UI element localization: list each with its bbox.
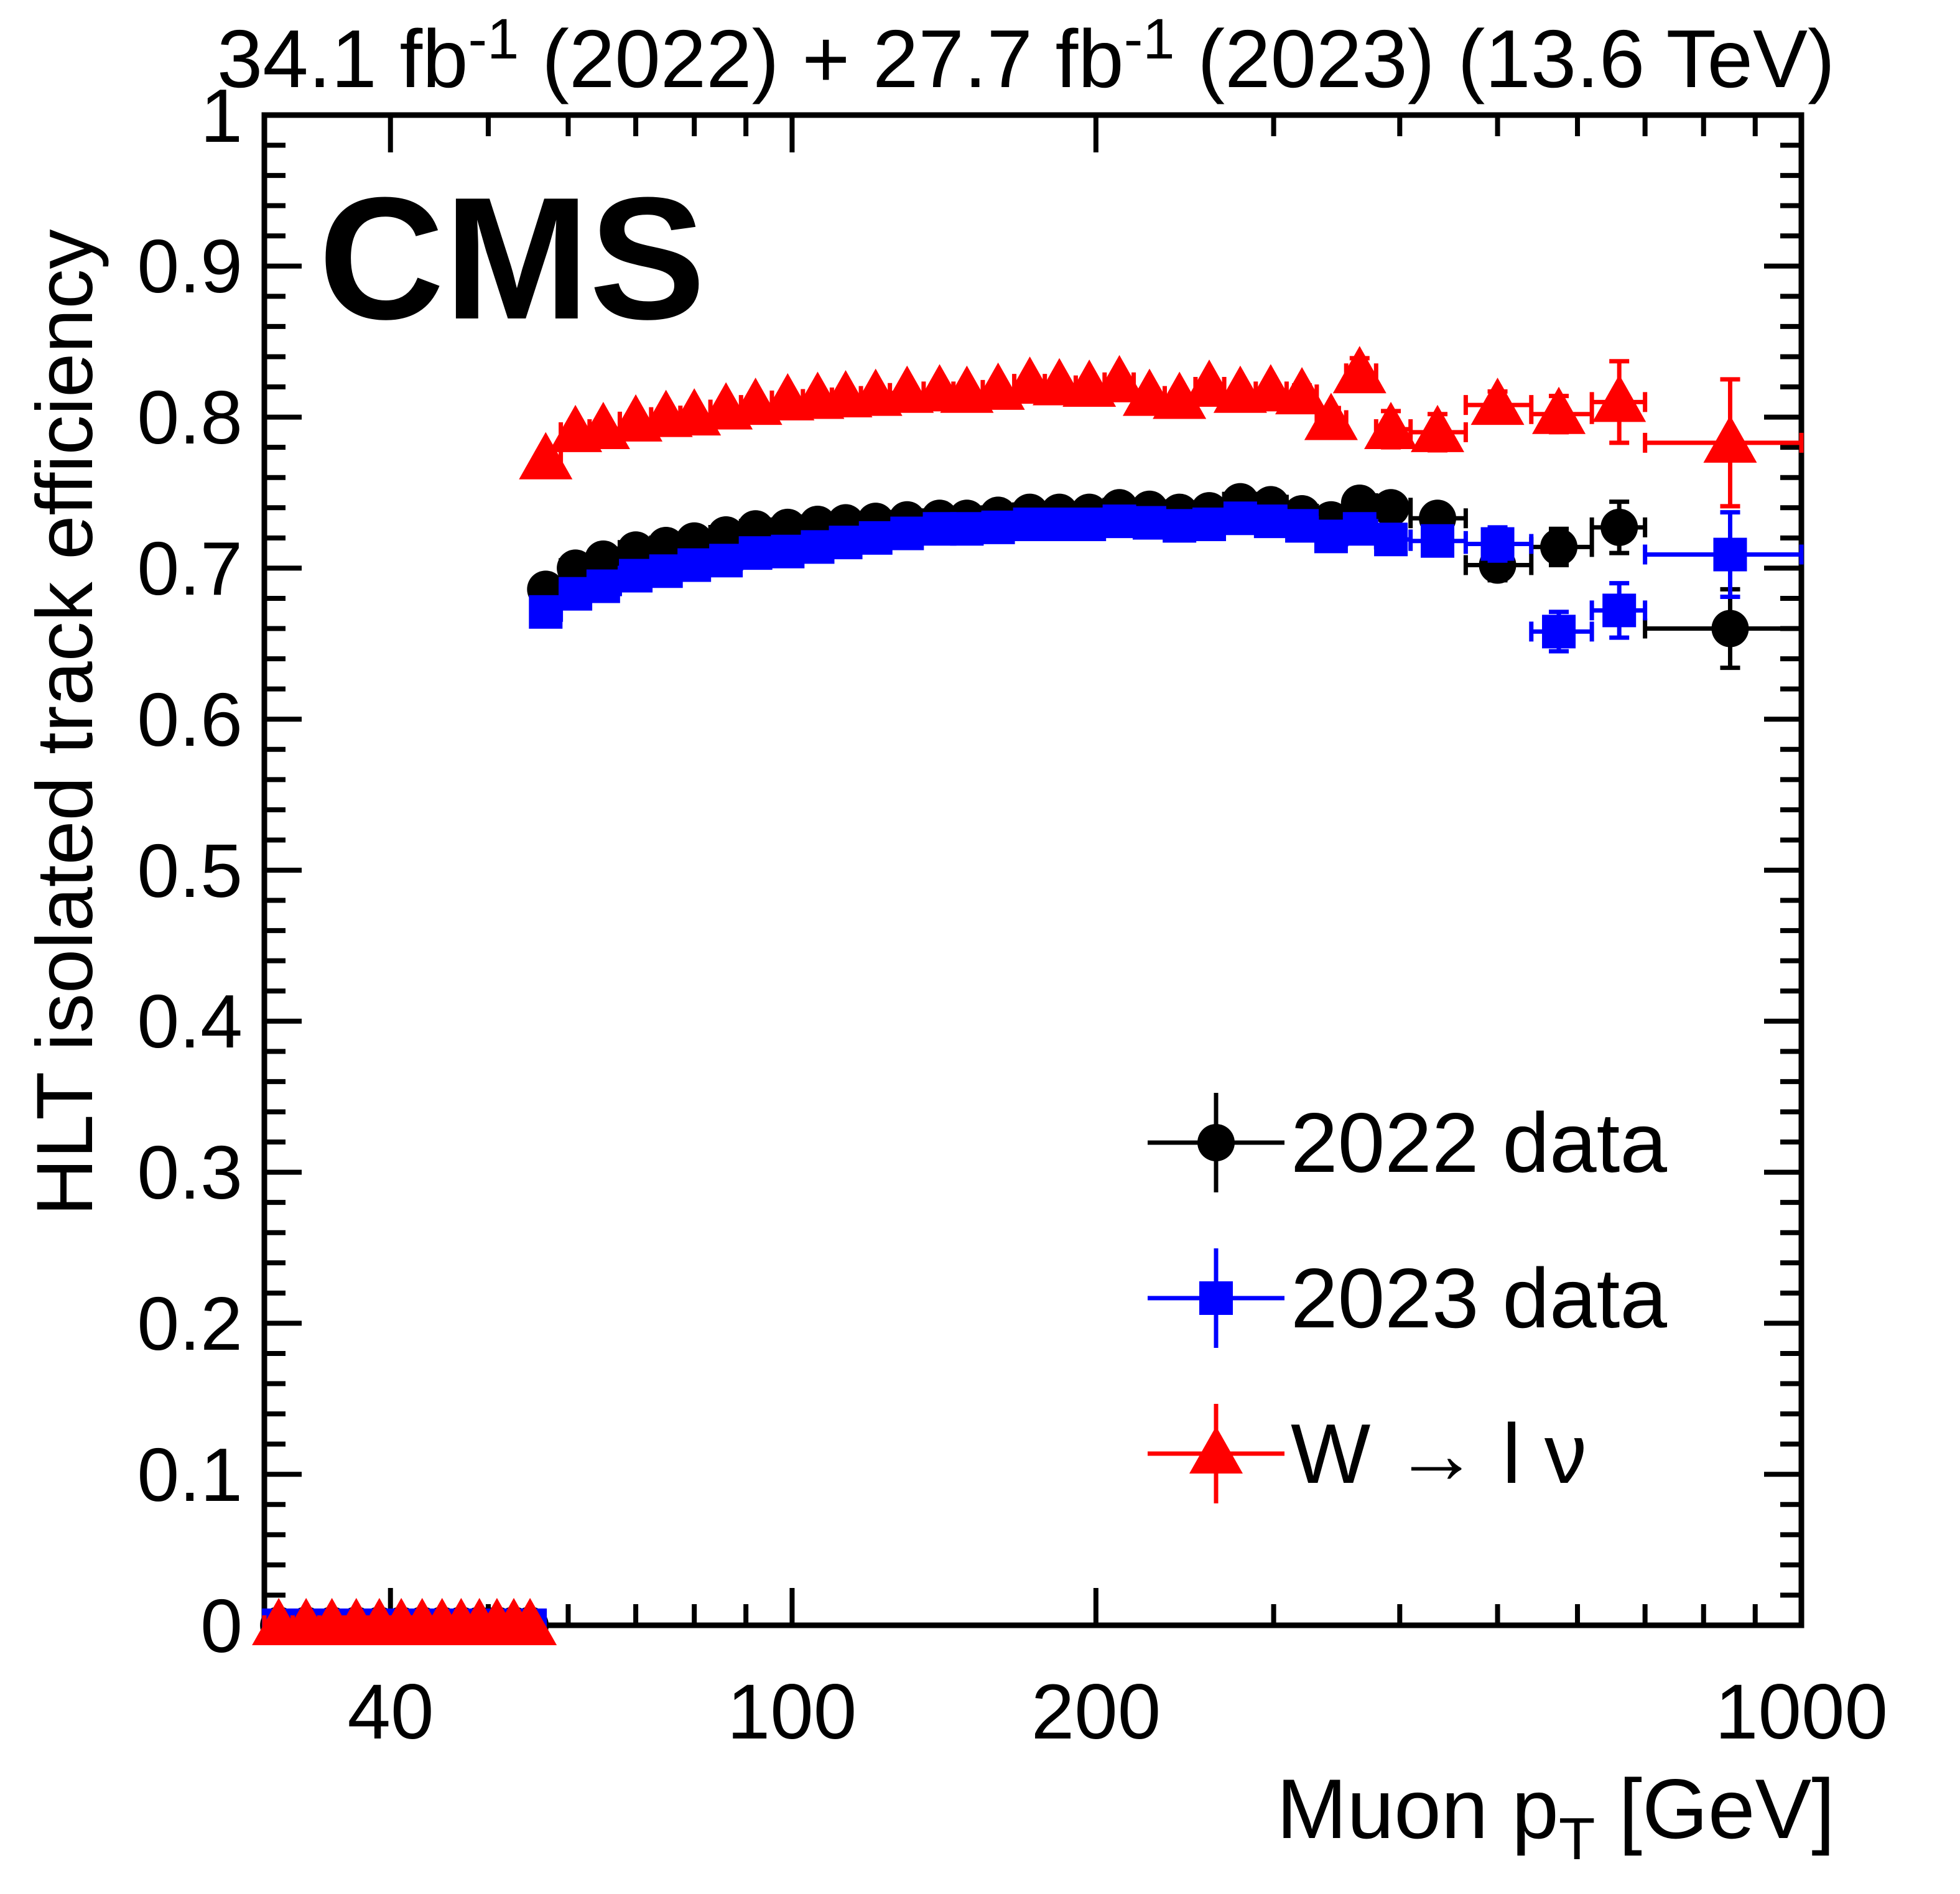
square-marker: [1253, 504, 1288, 539]
square-marker: [829, 526, 863, 560]
triangle-marker: [1092, 355, 1146, 402]
triangle-marker: [1470, 378, 1525, 425]
square-marker: [1132, 506, 1166, 540]
legend-label-2022: 2022 data: [1291, 1095, 1667, 1190]
y-tick-label: 0.7: [137, 526, 243, 611]
triangle-marker: [519, 432, 573, 480]
legend-item-w-to-l-nu: W → l ν: [1148, 1404, 1587, 1503]
square-marker: [1713, 537, 1747, 572]
square-marker: [1602, 593, 1637, 628]
circle-marker: [1600, 508, 1638, 546]
legend-label-2023: 2023 data: [1291, 1251, 1667, 1345]
triangle-marker: [1153, 371, 1207, 419]
y-tick-label: 0.9: [137, 224, 243, 309]
square-marker: [801, 530, 835, 564]
circle-marker: [1372, 489, 1410, 527]
square-marker: [619, 559, 653, 593]
square-marker: [1013, 507, 1047, 541]
top-title: 34.1 fb-1 (2022) + 27.7 fb-1 (2023) (13.…: [217, 7, 1835, 104]
square-marker: [1421, 524, 1455, 558]
circle-marker-icon: [1197, 1124, 1235, 1161]
square-marker: [1072, 507, 1107, 541]
x-tick-label: 100: [727, 1669, 857, 1755]
square-marker: [529, 595, 563, 629]
triangle-marker: [1411, 404, 1465, 452]
legend-label-wlnu: W → l ν: [1291, 1406, 1587, 1501]
triangle-marker-icon: [1189, 1426, 1243, 1474]
x-tick-label: 40: [347, 1669, 434, 1755]
circle-marker: [1540, 528, 1578, 566]
legend: 2022 data 2023 data W → l ν: [1148, 1093, 1667, 1503]
square-marker: [1163, 509, 1197, 543]
series-w-to-l-nu: [252, 346, 1804, 1645]
square-marker: [890, 516, 924, 550]
square-marker: [677, 548, 712, 582]
legend-item-2022-data: 2022 data: [1148, 1093, 1667, 1192]
legend-item-2023-data: 2023 data: [1148, 1248, 1667, 1348]
y-axis-title: HLT isolated track efficiency: [21, 230, 109, 1217]
square-marker: [1102, 504, 1136, 539]
square-marker: [1223, 501, 1257, 536]
x-tick-label: 1000: [1715, 1669, 1888, 1755]
square-marker: [1542, 615, 1576, 649]
square-marker: [1043, 507, 1077, 541]
y-tick-label: 0: [200, 1584, 243, 1668]
y-tick-label: 0.4: [137, 979, 243, 1064]
square-marker: [1342, 512, 1377, 546]
y-tick-label: 0.6: [137, 677, 243, 762]
y-tick-label: 1: [200, 73, 243, 158]
x-tick-labels: 40 100 200 1000: [347, 1669, 1888, 1755]
triangle-marker: [1332, 346, 1386, 394]
square-marker: [1480, 527, 1515, 561]
y-tick-label: 0.5: [137, 829, 243, 913]
x-axis-title: Muon pT [GeV]: [1276, 1762, 1835, 1872]
triangle-marker: [1592, 374, 1646, 422]
square-marker-icon: [1199, 1281, 1233, 1315]
triangle-marker: [1304, 392, 1358, 440]
triangle-marker: [1532, 386, 1586, 434]
triangle-marker: [1703, 415, 1757, 463]
triangle-marker: [1275, 367, 1329, 415]
square-marker: [1192, 507, 1227, 541]
square-marker: [649, 554, 683, 588]
triangle-marker: [1364, 402, 1418, 450]
square-marker: [1314, 519, 1348, 554]
triangle-marker: [503, 1598, 557, 1645]
square-marker: [1374, 522, 1408, 557]
square-marker: [1285, 509, 1319, 543]
square-marker: [858, 521, 893, 555]
axis-ticks: [264, 113, 1804, 1628]
y-tick-labels: 1 0.9 0.8 0.7 0.6 0.5 0.4 0.3 0.2 0.1 0: [137, 73, 243, 1668]
triangle-marker: [1182, 360, 1237, 407]
y-tick-label: 0.8: [137, 375, 243, 460]
square-marker: [950, 512, 984, 546]
tick-marks: [264, 113, 1804, 1628]
square-marker: [586, 569, 620, 603]
square-marker: [981, 510, 1015, 544]
square-marker: [771, 534, 805, 569]
circle-marker: [1711, 610, 1749, 648]
y-tick-label: 0.3: [137, 1130, 243, 1215]
x-tick-label: 200: [1031, 1669, 1161, 1755]
y-tick-label: 0.2: [137, 1281, 243, 1366]
circle-marker: [584, 540, 622, 578]
square-marker: [738, 536, 773, 570]
cms-label: CMS: [318, 162, 705, 356]
y-tick-label: 0.1: [137, 1432, 243, 1517]
square-marker: [709, 544, 743, 578]
